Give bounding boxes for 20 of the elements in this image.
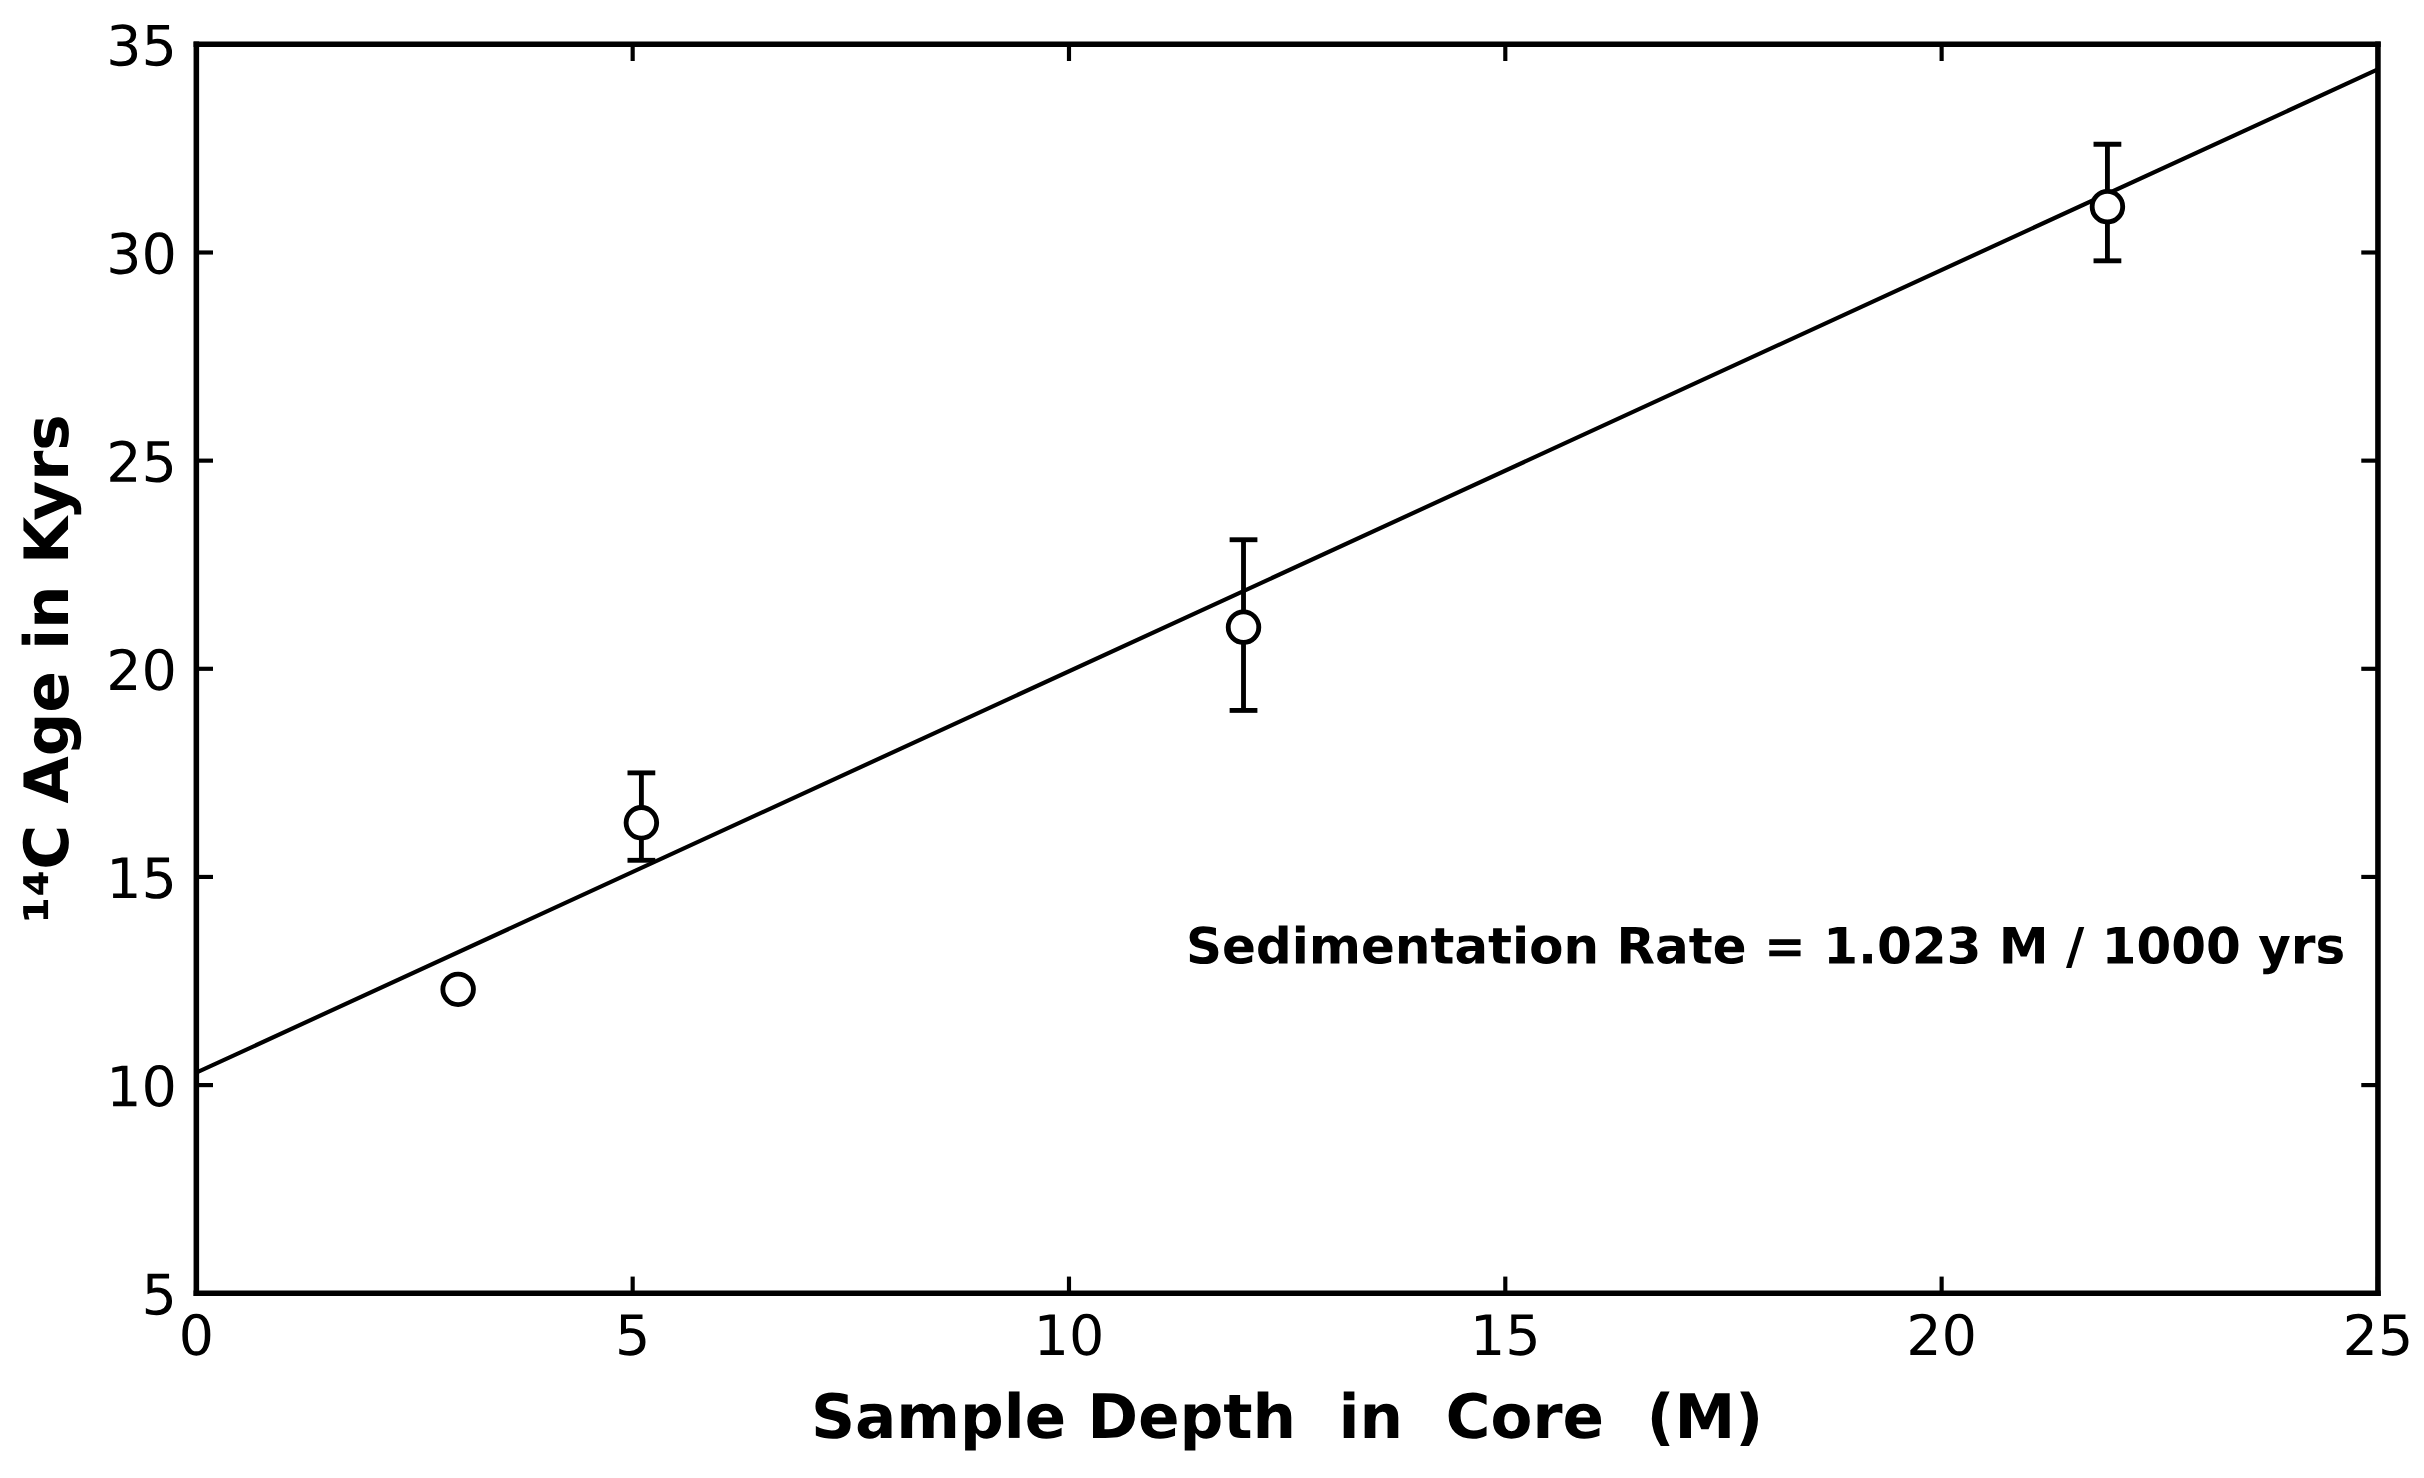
x-tick-label: 5 <box>619 1314 646 1356</box>
y-tick-label: 5 <box>145 1273 173 1316</box>
point <box>440 971 476 1008</box>
x-tick-label: 15 <box>1476 1314 1536 1356</box>
y-tick-label: 25 <box>110 440 173 483</box>
x-tick-label: 20 <box>1910 1313 1974 1356</box>
annotation: Sedimentation Rate = 1.023 M / 1000 yrs <box>1189 925 2343 975</box>
point <box>1225 609 1262 645</box>
y-tick-label: 35 <box>110 24 173 67</box>
y-axis-title: ¹⁴C Age in Kyrs <box>21 417 82 920</box>
point <box>623 805 660 841</box>
y-tick-label: 20 <box>110 648 174 691</box>
y-tick-label: 15 <box>112 857 173 899</box>
x-tick-label: 10 <box>1039 1313 1101 1356</box>
x-tick-label: 25 <box>2346 1313 2409 1356</box>
point <box>2089 188 2126 225</box>
x-tick-label: 0 <box>182 1313 211 1356</box>
x-axis-title: Sample Depth in Core (M) <box>815 1391 1758 1451</box>
y-tick-label: 10 <box>112 1064 174 1107</box>
y-tick-label: 30 <box>110 232 174 275</box>
